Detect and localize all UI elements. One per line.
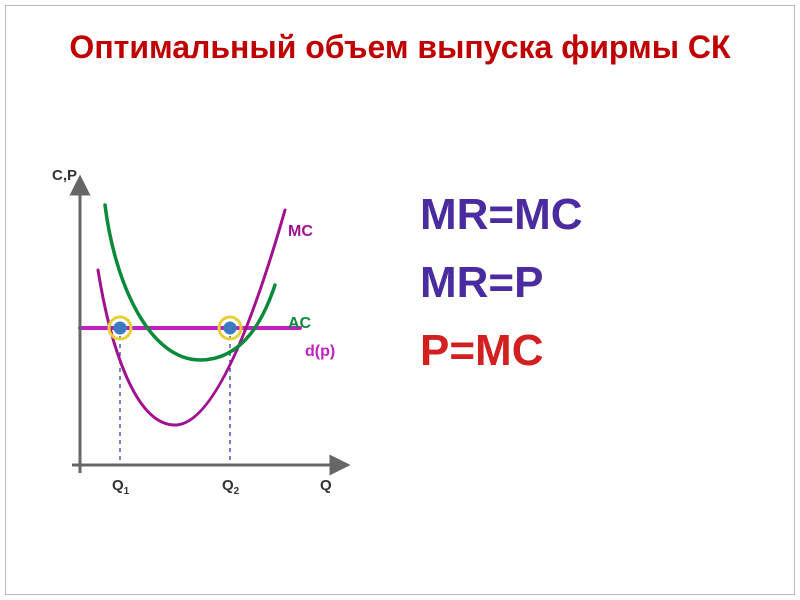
chart: С,Р Q Q1 Q2 MC AC d(p) [40, 165, 380, 505]
chart-svg [40, 165, 380, 505]
equation-p-mc: P=MC [420, 326, 780, 376]
equations-block: MR=MC MR=P P=MC [420, 190, 780, 394]
x-axis-label: Q [320, 477, 332, 494]
dp-curve-label: d(p) [305, 343, 335, 361]
x-tick-q1: Q1 [112, 477, 129, 497]
mc-curve-label: MC [288, 223, 313, 241]
y-axis-label: С,Р [52, 167, 77, 184]
ac-curve-label: AC [288, 315, 311, 333]
equation-mr-p: MR=P [420, 258, 780, 308]
x-tick-q2: Q2 [222, 477, 239, 497]
equation-mr-mc: MR=MC [420, 190, 780, 240]
